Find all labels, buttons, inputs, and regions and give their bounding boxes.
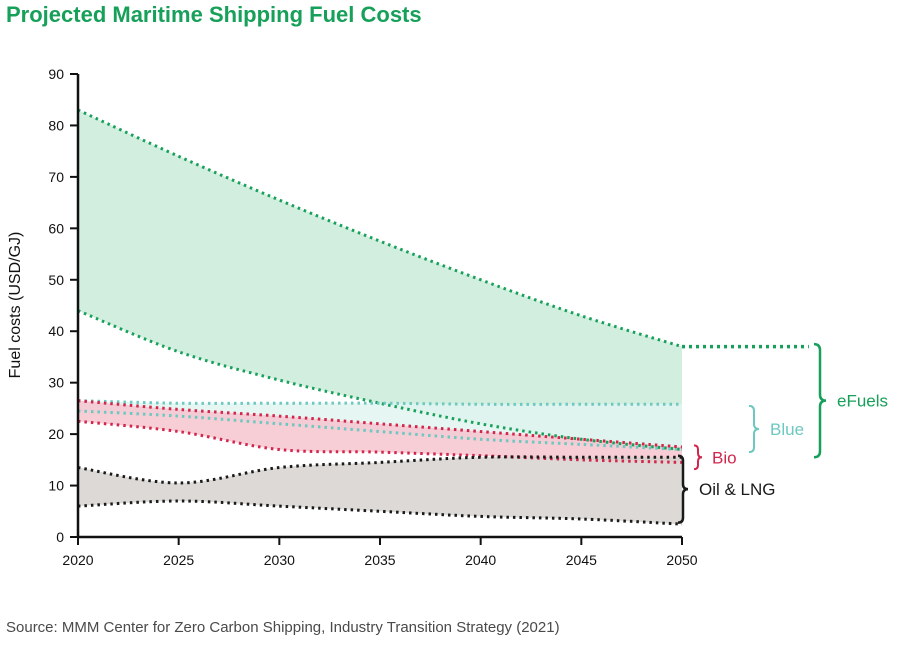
efuels-band bbox=[78, 110, 682, 450]
x-tick-label: 2040 bbox=[465, 552, 496, 568]
y-tick-label: 80 bbox=[48, 117, 64, 133]
y-tick-label: 70 bbox=[48, 169, 64, 185]
x-tick-label: 2035 bbox=[364, 552, 395, 568]
x-tick-label: 2030 bbox=[264, 552, 295, 568]
x-tick-label: 2050 bbox=[666, 552, 697, 568]
y-tick-label: 60 bbox=[48, 220, 64, 236]
oil-lng-band bbox=[78, 456, 682, 525]
oil-lng-label: Oil & LNG bbox=[699, 480, 776, 499]
y-tick-label: 30 bbox=[48, 375, 64, 391]
source-note: Source: MMM Center for Zero Carbon Shipp… bbox=[6, 619, 560, 636]
bio-bracket bbox=[693, 444, 703, 471]
chart-title: Projected Maritime Shipping Fuel Costs bbox=[6, 2, 422, 27]
bio-band bbox=[78, 400, 682, 463]
x-tick-label: 2045 bbox=[566, 552, 597, 568]
y-tick-label: 50 bbox=[48, 272, 64, 288]
y-tick-label: 20 bbox=[48, 426, 64, 442]
x-tick-label: 2020 bbox=[62, 552, 93, 568]
efuels-bracket bbox=[813, 342, 827, 459]
y-tick-label: 40 bbox=[48, 323, 64, 339]
efuels-high-line bbox=[77, 108, 683, 349]
efuels-low-line bbox=[77, 309, 683, 452]
oil-lng-bracket bbox=[677, 454, 689, 524]
efuels-label: eFuels bbox=[837, 392, 888, 411]
bio-label: Bio bbox=[712, 448, 737, 467]
blue-bracket bbox=[748, 404, 760, 454]
x-tick-label: 2025 bbox=[163, 552, 194, 568]
y-tick-label: 0 bbox=[56, 529, 64, 545]
y-tick-label: 10 bbox=[48, 478, 64, 494]
y-tick-label: 90 bbox=[48, 66, 64, 82]
blue-label: Blue bbox=[770, 420, 804, 439]
y-axis-label: Fuel costs (USD/GJ) bbox=[7, 232, 24, 379]
